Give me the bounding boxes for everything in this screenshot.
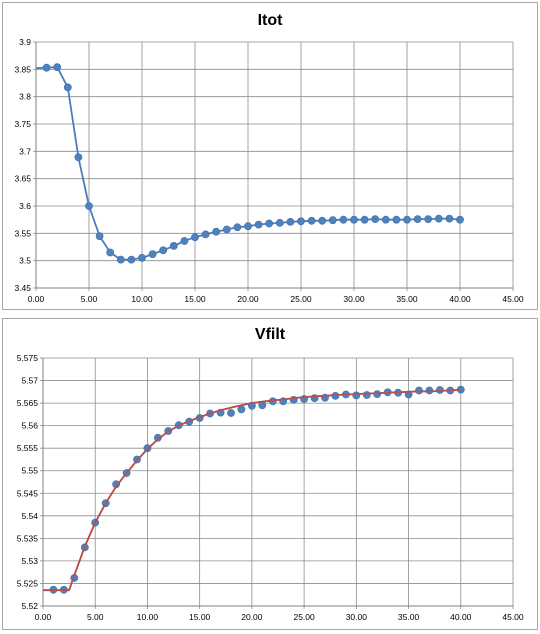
- data-point: [381, 215, 390, 224]
- y-tick-label: 5.535: [17, 533, 39, 543]
- y-tick-label: 3.55: [14, 228, 31, 238]
- data-point: [360, 215, 369, 224]
- data-point: [169, 241, 178, 250]
- plot-area: 5.52 5.525 5.53 5.535 5.54 5.545 5.55 5.555 5.56…: [17, 353, 524, 622]
- data-point: [435, 386, 444, 394]
- x-tick-label: 30.00: [343, 294, 365, 304]
- x-tick-label: 35.00: [398, 612, 420, 622]
- x-tick-label: 5.00: [87, 612, 104, 622]
- data-point: [63, 83, 72, 92]
- x-tick-label: 20.00: [237, 294, 259, 304]
- chart-title: Vfilt: [254, 326, 286, 343]
- chart-vfilt: Vfilt 5.52 5.525 5.53 5.535 5.54 5.545 5.55 5.5…: [2, 318, 538, 630]
- y-tick-label: 3.7: [19, 146, 31, 156]
- data-point: [191, 233, 199, 242]
- data-point: [307, 216, 316, 225]
- y-tick-label: 5.56: [21, 421, 38, 431]
- y-tick-label: 3.9: [19, 37, 31, 47]
- x-tick-label: 40.00: [450, 612, 472, 622]
- data-point: [275, 218, 284, 227]
- data-point: [318, 216, 327, 225]
- y-tick-label: 3.8: [19, 92, 31, 102]
- x-tick-label: 35.00: [396, 294, 418, 304]
- y-tick-label: 3.75: [14, 119, 31, 129]
- x-tick-label: 45.00: [502, 294, 524, 304]
- data-point: [212, 227, 221, 236]
- x-tick-label: 10.00: [137, 612, 159, 622]
- data-point: [413, 215, 422, 223]
- data-point: [159, 246, 168, 255]
- data-point: [74, 153, 83, 162]
- data-point: [424, 215, 433, 223]
- y-tick-label: 3.65: [14, 174, 31, 184]
- data-point: [53, 63, 62, 71]
- data-point: [373, 390, 382, 398]
- x-tick-label: 0.00: [28, 294, 45, 304]
- data-point: [297, 217, 305, 226]
- y-tick-label: 3.45: [14, 283, 31, 293]
- series-line-overlay: [43, 388, 461, 591]
- y-tick-label: 5.54: [21, 511, 38, 521]
- data-point: [148, 250, 157, 258]
- data-point: [328, 216, 337, 225]
- x-tick-label: 45.00: [502, 612, 524, 622]
- data-point: [201, 230, 210, 239]
- data-point: [233, 223, 242, 232]
- y-tick-label: 3.5: [19, 256, 31, 266]
- y-tick-label: 5.55: [21, 466, 38, 476]
- data-point: [138, 253, 146, 262]
- y-tick-label: 5.555: [17, 443, 39, 453]
- data-point: [339, 215, 348, 224]
- plot-background: [36, 42, 513, 288]
- y-tick-label: 5.565: [17, 398, 39, 408]
- x-tick-label: 30.00: [346, 612, 368, 622]
- x-tick-label: 15.00: [189, 612, 211, 622]
- x-tick-label: 15.00: [184, 294, 206, 304]
- y-tick-label: 3.85: [14, 64, 31, 74]
- data-point: [116, 255, 125, 264]
- x-tick-label: 10.00: [131, 294, 153, 304]
- plot-area: 3.45 3.5 3.55 3.6 3.65 3.7 3.75 3.8 3.85 3.9 0.00 5…: [14, 37, 524, 304]
- y-tick-label: 5.52: [21, 601, 38, 611]
- y-tick-label: 5.575: [17, 353, 39, 363]
- data-point: [227, 409, 235, 417]
- data-point: [456, 215, 464, 224]
- x-tick-label: 25.00: [293, 612, 315, 622]
- data-point: [153, 433, 162, 442]
- data-point: [127, 255, 136, 264]
- x-tick-label: 0.00: [35, 612, 52, 622]
- data-point: [392, 215, 401, 224]
- data-point: [286, 217, 295, 226]
- data-point: [415, 386, 423, 395]
- data-point: [85, 202, 93, 210]
- x-tick-label: 40.00: [449, 294, 471, 304]
- y-tick-label: 5.545: [17, 488, 39, 498]
- x-tick-label: 20.00: [241, 612, 263, 622]
- data-point: [434, 214, 443, 223]
- x-tick-label: 25.00: [290, 294, 312, 304]
- data-point: [95, 232, 104, 240]
- y-tick-label: 5.57: [21, 376, 38, 386]
- data-point: [265, 219, 274, 228]
- data-point: [445, 214, 454, 223]
- data-point: [244, 222, 252, 231]
- chart-title: Itot: [257, 12, 283, 29]
- data-point: [42, 63, 51, 72]
- data-point: [106, 248, 115, 257]
- data-point: [222, 225, 231, 234]
- chart-itot: Itot 3.45 3.5 3.55 3.6 3.65 3.7 3.75 3.8 3.85 3.9…: [2, 2, 538, 310]
- data-point: [352, 391, 361, 400]
- data-point: [404, 390, 413, 399]
- y-tick-label: 5.53: [21, 556, 38, 566]
- data-point: [403, 215, 411, 224]
- data-point: [180, 237, 189, 245]
- x-tick-label: 5.00: [81, 294, 98, 304]
- y-tick-label: 5.525: [17, 578, 39, 588]
- data-point: [350, 215, 358, 224]
- data-point: [371, 215, 380, 223]
- data-point: [362, 391, 371, 399]
- data-point: [254, 220, 263, 229]
- y-tick-label: 3.6: [19, 201, 31, 211]
- data-point: [237, 405, 246, 414]
